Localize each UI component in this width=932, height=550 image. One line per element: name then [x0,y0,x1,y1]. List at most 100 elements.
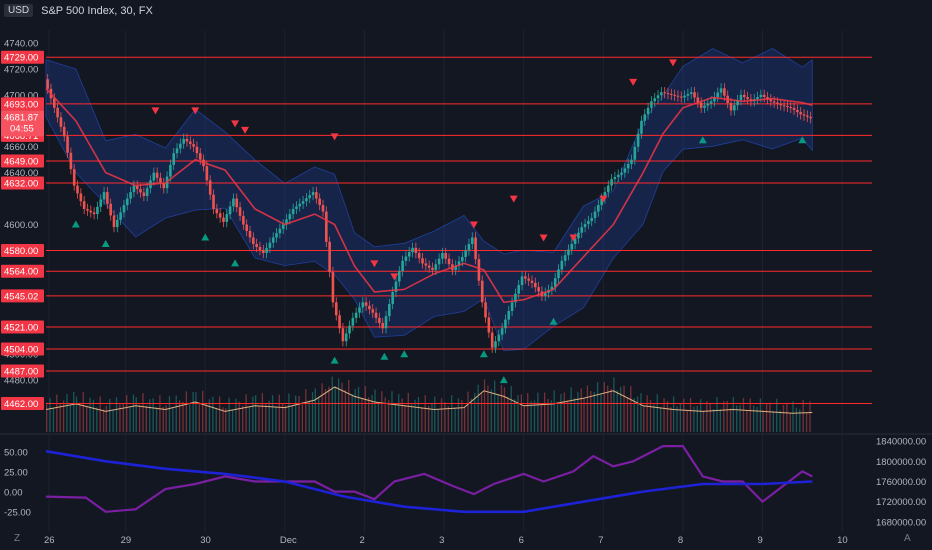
volume-bar [487,385,489,432]
candle-body [378,317,381,324]
candle-body [421,258,424,264]
candle-body [796,109,799,113]
volume-bar [298,395,300,432]
volume-bar [765,402,768,432]
candle-body [736,100,739,106]
candle-body [397,271,401,282]
price-tick-label: 4660.00 [4,142,38,153]
candle-body [782,105,786,107]
level-label: 4649.00 [4,156,38,167]
candle-body [487,317,491,333]
candle-body [646,107,650,115]
volume-bar [202,390,204,432]
volume-bar [523,405,525,432]
volume-bar [391,391,393,432]
auto-scale-button[interactable]: A [904,533,911,544]
volume-bar [776,398,778,432]
volume-bar [119,404,121,432]
volume-bar [503,387,506,432]
date-tick-label: 2 [359,535,364,546]
candle-body [776,102,779,104]
candle-body [368,305,371,310]
volume-bar [218,396,221,432]
volume-bar [507,396,509,432]
candle-body [331,272,335,303]
candle-body [703,105,706,108]
volume-bar [52,408,55,432]
candle-body [670,93,673,95]
candle-body [248,231,252,238]
volume-bar [570,387,572,432]
volume-bar [463,407,466,432]
candle-body [169,164,172,177]
level-label-box [1,364,44,378]
candle-body [238,207,242,216]
volume-bar [689,397,692,432]
volume-bar [89,397,91,432]
volume-bar [321,383,323,432]
volume-bar [660,407,662,432]
candle-body [759,94,763,97]
level-label: 4668.71 [4,131,38,142]
volume-bar [109,398,111,432]
candle-body [520,276,524,286]
zoom-reset-button[interactable]: Z [14,533,21,544]
candle-body [321,205,325,212]
volume-bar [291,405,293,432]
volume-bar [62,400,65,432]
candle-body [109,203,112,216]
candle-body [92,212,96,215]
candle-body [560,260,564,270]
candle-body [557,269,560,279]
volume-bar [294,395,297,432]
candle-body [401,260,404,272]
volume-bar [719,409,722,432]
candle-body [709,101,713,104]
volume-bar [560,394,562,432]
candle-body [600,198,603,206]
volume-bar [162,406,164,432]
buy-signal-marker [231,259,240,267]
candle-body [261,250,265,254]
volume-bar [451,395,453,432]
volume-bar [640,393,642,432]
volume-bar [192,391,194,432]
candle-body [577,232,580,239]
volume-bar [772,411,774,432]
candle-body [351,317,355,326]
candle-body [683,95,686,98]
candle-body [391,291,394,305]
date-tick-label: 6 [519,535,524,546]
candle-body [281,224,285,229]
volume-average-line [45,386,813,414]
candle-body [381,323,385,329]
volume-bar [337,378,340,432]
candle-body [494,341,497,348]
candle-body [663,92,666,94]
volume-bar [288,393,290,432]
oscillator-right-tick: 1800000.00 [876,457,926,468]
buy-signal-marker [479,350,488,358]
currency-badge[interactable]: USD [4,4,34,17]
volume-bar [205,402,207,432]
candle-body [265,247,268,254]
volume-bar [271,395,274,432]
candle-body [175,148,179,154]
candle-body [613,176,617,180]
volume-bar [73,391,75,432]
candle-body [666,93,670,95]
volume-bar [630,386,632,432]
candle-body [86,208,89,211]
volume-bar [510,386,512,432]
candle-body [424,263,428,266]
date-tick-label: 7 [598,535,603,546]
volume-bar [129,406,131,432]
candle-body [56,107,59,118]
candle-body [597,205,600,212]
candle-body [580,227,584,233]
volume-bar [646,395,648,432]
candle-body [706,103,710,106]
sell-signal-marker [668,59,677,67]
volume-bar [809,401,811,432]
